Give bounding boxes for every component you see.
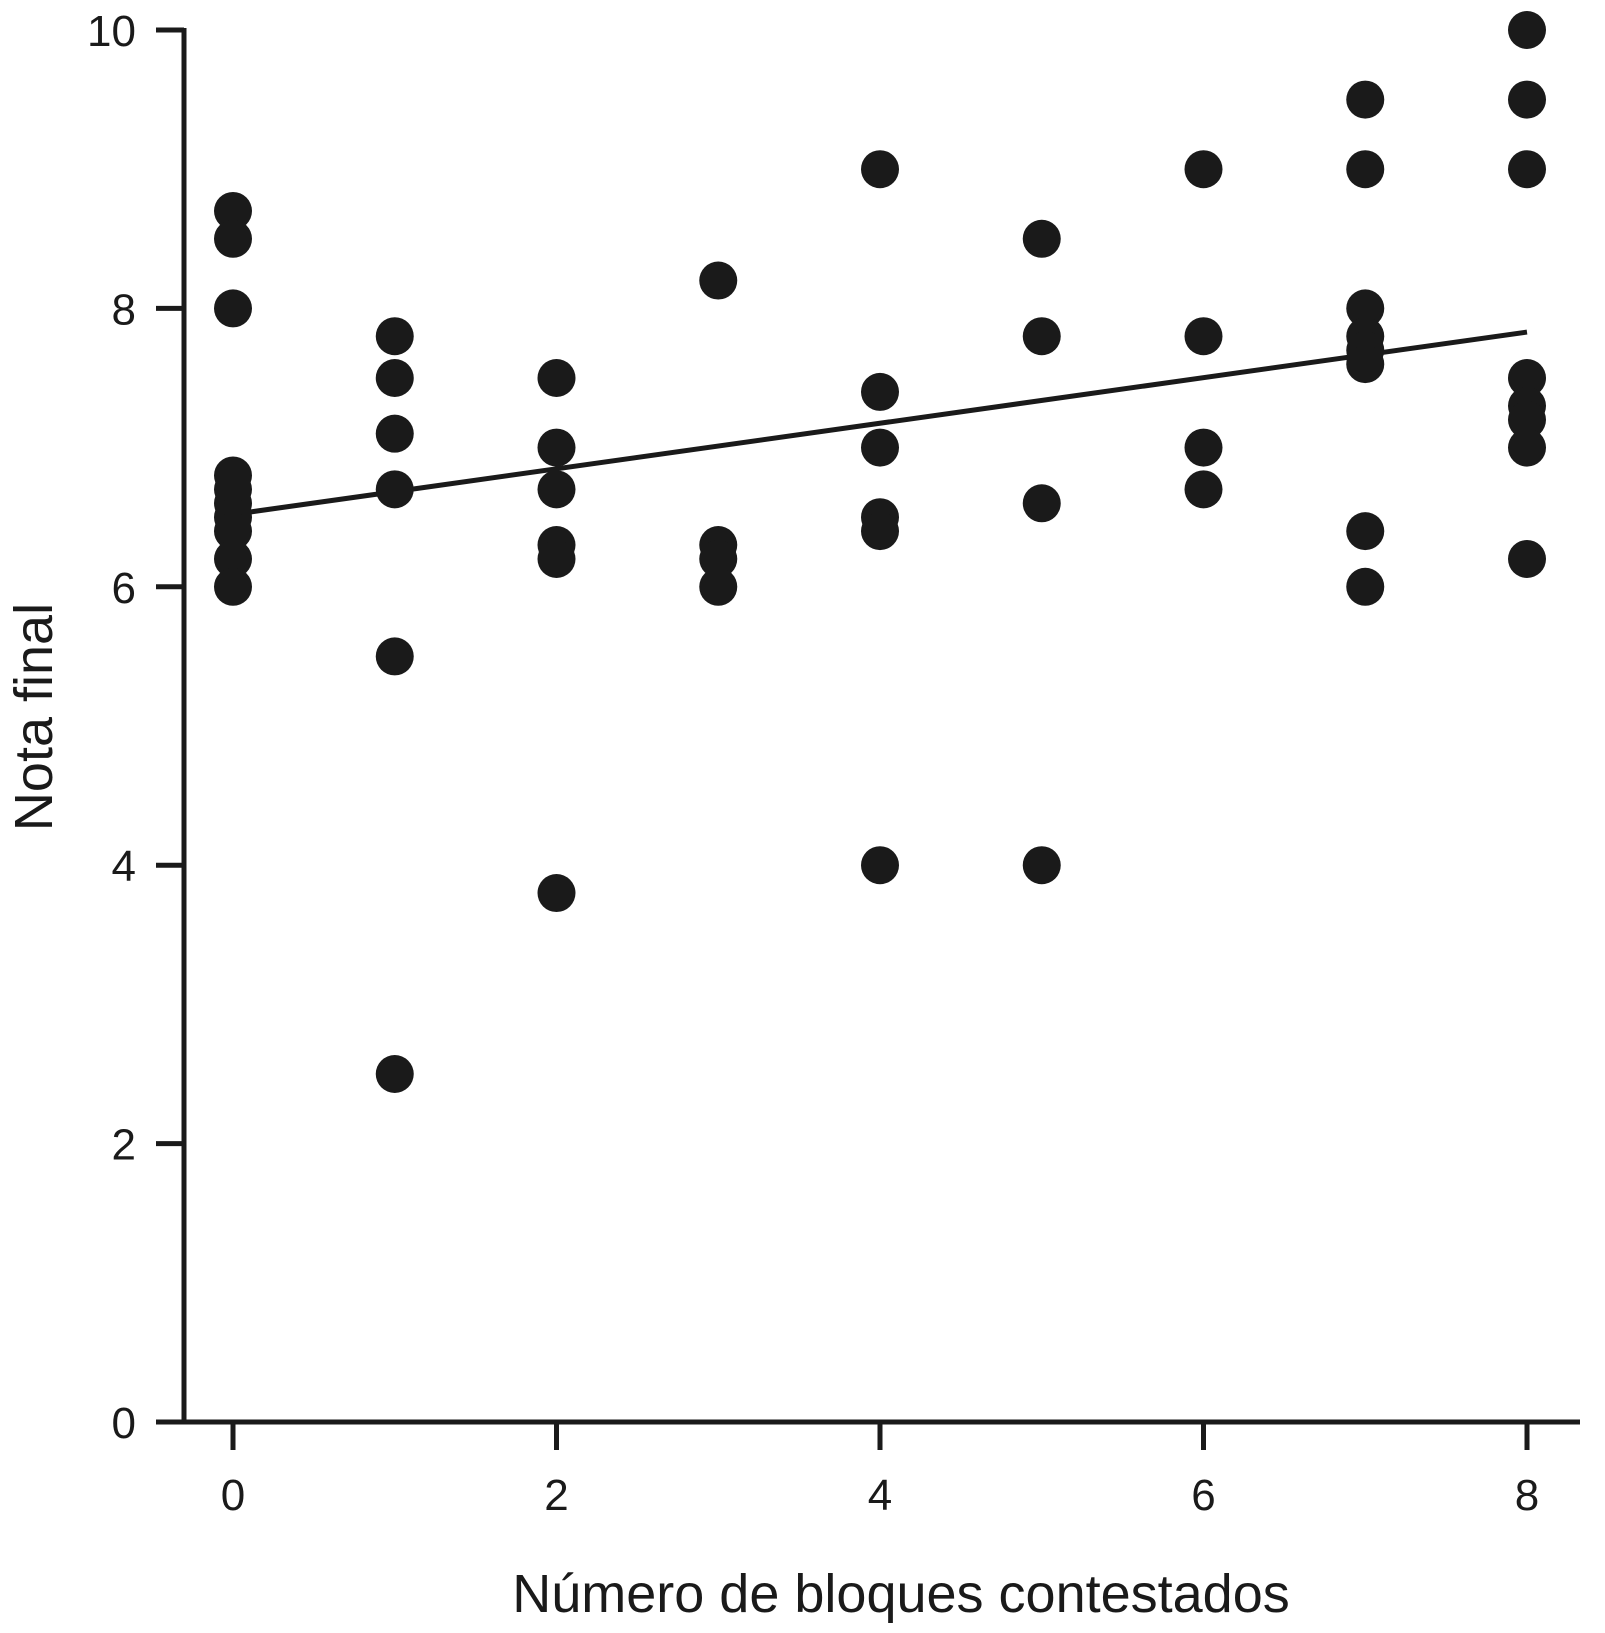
scatter-point [375,1055,414,1093]
x-tick-label: 2 [544,1471,568,1520]
y-tick-label: 0 [112,1399,136,1448]
scatter-point [1508,80,1546,119]
y-tick-label: 2 [112,1121,136,1170]
y-tick-label: 4 [112,842,136,891]
scatter-point [537,539,576,578]
scatter-point [1346,345,1385,384]
scatter-point [1508,359,1546,397]
y-tick-label: 10 [87,7,136,56]
x-tick-label: 6 [1191,1471,1215,1520]
scatter-point [375,470,414,509]
scatter-point [699,261,738,300]
scatter-point [214,289,252,328]
scatter-point [861,846,899,885]
scatter-point [861,428,899,467]
scatter-point [214,191,252,230]
trendline [232,329,1528,517]
scatter-point [699,567,738,606]
scatter-point [1184,428,1223,467]
scatter-point [1508,428,1546,467]
x-axis-title: Número de bloques contestados [512,1564,1290,1624]
scatter-point [861,372,899,411]
axes [156,28,1580,1425]
scatter-point [861,150,899,189]
scatter-point [375,637,414,676]
scatter-point [537,428,576,467]
scatter-point [537,470,576,509]
scatter-point [1184,150,1223,189]
scatter-point [1022,219,1061,258]
scatter-point [214,567,252,606]
scatter-point [1508,400,1546,439]
scatter-point [1508,539,1546,578]
ticks: 0 2 4 6 8 10 0 2 4 6 8 [87,7,1539,1520]
scatter-point [214,539,252,578]
scatter-point [214,219,252,258]
y-axis-title: Nota final [4,603,64,831]
scatter-point [1346,80,1385,119]
y-tick-label: 8 [112,285,136,334]
scatter-point [699,539,738,578]
scatter-point [1184,470,1223,509]
scatter-point [1346,289,1385,328]
data-points [214,11,1546,1093]
x-tick-label: 0 [221,1471,245,1520]
scatter-point [1022,846,1061,885]
scatter-point [1346,150,1385,189]
scatter-point [375,359,414,397]
scatter-point [1022,484,1061,523]
trendline-layer [232,329,1528,517]
scatter-point [537,359,576,397]
scatter-point [537,874,576,913]
scatter-point [375,414,414,453]
scatter-point [1508,150,1546,189]
scatter-point [1508,11,1546,49]
y-tick-label: 6 [112,564,136,613]
scatter-point [861,512,899,551]
scatter-point [1184,317,1223,356]
scatter-point [1022,317,1061,356]
x-tick-label: 8 [1515,1471,1539,1520]
x-tick-label: 4 [868,1471,892,1520]
scatter-point [1346,512,1385,551]
scatter-point [1346,567,1385,606]
scatter-point [375,317,414,356]
scatter-point [214,512,252,551]
